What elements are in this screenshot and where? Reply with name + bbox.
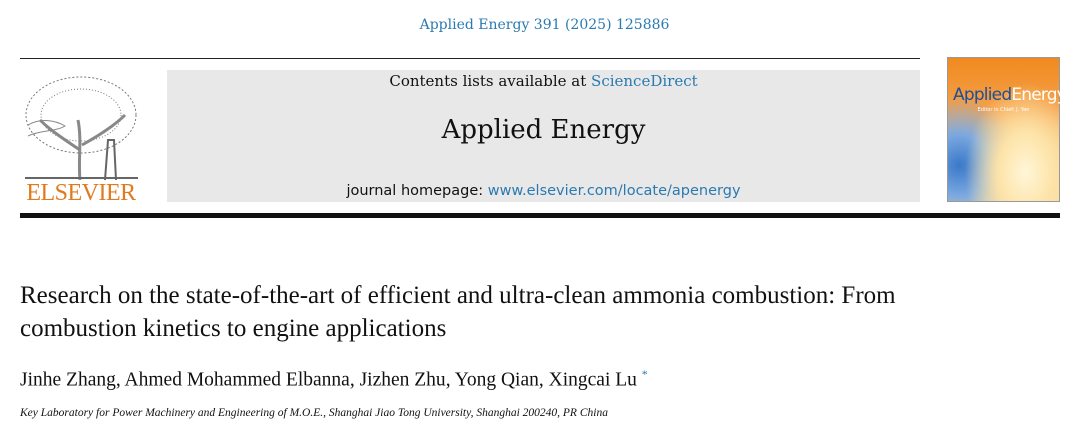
- homepage-line: journal homepage: www.elsevier.com/locat…: [167, 183, 920, 199]
- affiliation: Key Laboratory for Power Machinery and E…: [20, 407, 608, 419]
- journal-cover-image[interactable]: [947, 57, 1060, 202]
- homepage-link[interactable]: www.elsevier.com/locate/apenergy: [487, 183, 741, 199]
- elsevier-tree-logo: [25, 76, 138, 181]
- cover-title-a: Applied: [953, 85, 1012, 105]
- elsevier-wordmark: ELSEVIER: [26, 180, 136, 206]
- cover-editor: Editor in Chief: J. Yan: [977, 107, 1030, 113]
- corresponding-author-mark[interactable]: *: [641, 367, 648, 381]
- author-list: Jinhe Zhang, Ahmed Mohammed Elbanna, Jiz…: [20, 367, 648, 391]
- author[interactable]: Jinhe Zhang: [20, 369, 116, 391]
- journal-header-box: [167, 70, 920, 202]
- sciencedirect-link[interactable]: ScienceDirect: [591, 72, 698, 90]
- cover-title: AppliedEnergy: [953, 85, 1067, 105]
- author[interactable]: Jizhen Zhu: [359, 369, 446, 391]
- author[interactable]: Ahmed Mohammed Elbanna: [124, 369, 350, 391]
- cover-title-b: Energy: [1011, 85, 1067, 105]
- contents-line: Contents lists available at ScienceDirec…: [167, 72, 920, 90]
- header-rule: [20, 213, 1060, 218]
- divider: [20, 58, 920, 59]
- homepage-prefix: journal homepage:: [346, 183, 488, 199]
- author[interactable]: Yong Qian: [454, 369, 539, 391]
- journal-title: Applied Energy: [441, 115, 646, 145]
- author[interactable]: Xingcai Lu: [548, 369, 637, 391]
- contents-prefix: Contents lists available at: [389, 72, 592, 90]
- journal-citation[interactable]: Applied Energy 391 (2025) 125886: [419, 17, 670, 33]
- article-title: Research on the state-of-the-art of effi…: [20, 282, 896, 342]
